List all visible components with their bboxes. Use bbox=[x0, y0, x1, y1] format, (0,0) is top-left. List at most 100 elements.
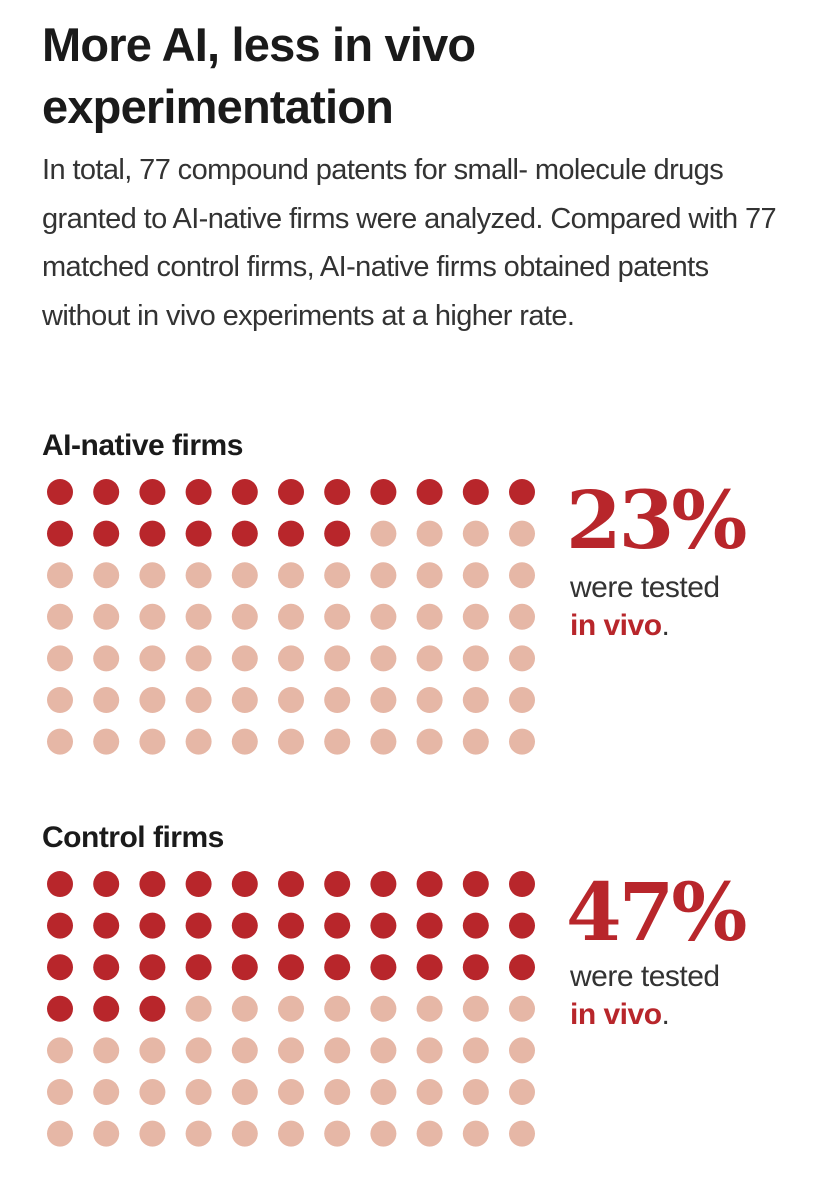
control-caption-period: . bbox=[661, 998, 670, 1031]
untested-dot bbox=[139, 645, 166, 672]
untested-dot bbox=[462, 728, 489, 755]
tested-dot bbox=[139, 479, 166, 505]
untested-dot bbox=[370, 728, 397, 755]
untested-dot bbox=[278, 1120, 304, 1147]
untested-dot bbox=[231, 645, 258, 672]
tested-dot bbox=[416, 871, 443, 897]
tested-dot bbox=[324, 479, 351, 505]
tested-dot bbox=[324, 520, 351, 547]
ai-native-caption-text: were tested bbox=[570, 571, 720, 604]
untested-dot bbox=[462, 1120, 489, 1147]
untested-dot bbox=[93, 1037, 120, 1064]
ai-native-percent: 23% bbox=[566, 473, 747, 567]
untested-dot bbox=[47, 1120, 73, 1147]
untested-dot bbox=[324, 1079, 351, 1105]
untested-dot bbox=[416, 995, 443, 1022]
untested-dot bbox=[139, 562, 166, 589]
untested-dot bbox=[416, 1120, 443, 1147]
tested-dot bbox=[93, 520, 120, 547]
untested-dot bbox=[324, 728, 351, 755]
untested-dot bbox=[47, 603, 73, 630]
untested-dot bbox=[416, 1079, 443, 1105]
tested-dot bbox=[278, 912, 304, 939]
untested-dot bbox=[370, 1120, 397, 1147]
untested-dot bbox=[509, 645, 535, 672]
tested-dot bbox=[462, 871, 489, 897]
tested-dot bbox=[139, 912, 166, 939]
tested-dot bbox=[370, 954, 397, 981]
untested-dot bbox=[509, 1037, 535, 1064]
untested-dot bbox=[185, 1079, 212, 1105]
tested-dot bbox=[509, 479, 535, 505]
tested-dot bbox=[231, 479, 258, 505]
tested-dot bbox=[139, 871, 166, 897]
tested-dot bbox=[278, 479, 304, 505]
tested-dot bbox=[47, 520, 73, 547]
untested-dot bbox=[509, 562, 535, 589]
untested-dot bbox=[47, 562, 73, 589]
untested-dot bbox=[509, 520, 535, 547]
untested-dot bbox=[185, 603, 212, 630]
tested-dot bbox=[370, 479, 397, 505]
ai-native-label: AI-native firms bbox=[42, 429, 243, 462]
control-caption-highlight: in vivo bbox=[570, 998, 662, 1031]
untested-dot bbox=[93, 603, 120, 630]
tested-dot bbox=[370, 871, 397, 897]
tested-dot bbox=[47, 479, 73, 505]
tested-dot bbox=[462, 479, 489, 505]
tested-dot bbox=[47, 912, 73, 939]
tested-dot bbox=[231, 520, 258, 547]
tested-dot bbox=[324, 912, 351, 939]
untested-dot bbox=[462, 603, 489, 630]
untested-dot bbox=[185, 1120, 212, 1147]
untested-dot bbox=[370, 645, 397, 672]
tested-dot bbox=[185, 871, 212, 897]
untested-dot bbox=[509, 687, 535, 713]
untested-dot bbox=[462, 995, 489, 1022]
untested-dot bbox=[462, 520, 489, 547]
tested-dot bbox=[462, 954, 489, 981]
tested-dot bbox=[370, 912, 397, 939]
untested-dot bbox=[370, 603, 397, 630]
untested-dot bbox=[324, 1037, 351, 1064]
tested-dot bbox=[231, 954, 258, 981]
chart-subtitle: In total, 77 compound patents for small-… bbox=[42, 154, 777, 332]
untested-dot bbox=[139, 1079, 166, 1105]
tested-dot bbox=[47, 995, 73, 1022]
untested-dot bbox=[462, 645, 489, 672]
untested-dot bbox=[278, 603, 304, 630]
untested-dot bbox=[370, 520, 397, 547]
ai-native-caption-period: . bbox=[661, 609, 670, 642]
untested-dot bbox=[324, 645, 351, 672]
ai-native-dot-grid bbox=[47, 479, 535, 755]
untested-dot bbox=[370, 687, 397, 713]
untested-dot bbox=[231, 1079, 258, 1105]
tested-dot bbox=[278, 954, 304, 981]
tested-dot bbox=[185, 520, 212, 547]
tested-dot bbox=[185, 479, 212, 505]
untested-dot bbox=[324, 995, 351, 1022]
untested-dot bbox=[139, 1037, 166, 1064]
untested-dot bbox=[93, 645, 120, 672]
control-label: Control firms bbox=[42, 821, 224, 854]
untested-dot bbox=[462, 562, 489, 589]
chart-title: More AI, less in vivo experimentation bbox=[42, 18, 476, 133]
untested-dot bbox=[416, 728, 443, 755]
untested-dot bbox=[324, 687, 351, 713]
untested-dot bbox=[231, 1037, 258, 1064]
tested-dot bbox=[231, 871, 258, 897]
untested-dot bbox=[139, 728, 166, 755]
tested-dot bbox=[185, 912, 212, 939]
untested-dot bbox=[231, 728, 258, 755]
untested-dot bbox=[416, 520, 443, 547]
untested-dot bbox=[139, 1120, 166, 1147]
tested-dot bbox=[416, 912, 443, 939]
ai-native-caption: were tested in vivo. bbox=[570, 569, 720, 645]
untested-dot bbox=[93, 728, 120, 755]
untested-dot bbox=[185, 1037, 212, 1064]
untested-dot bbox=[278, 1037, 304, 1064]
untested-dot bbox=[185, 645, 212, 672]
untested-dot bbox=[93, 562, 120, 589]
untested-dot bbox=[324, 603, 351, 630]
untested-dot bbox=[47, 645, 73, 672]
